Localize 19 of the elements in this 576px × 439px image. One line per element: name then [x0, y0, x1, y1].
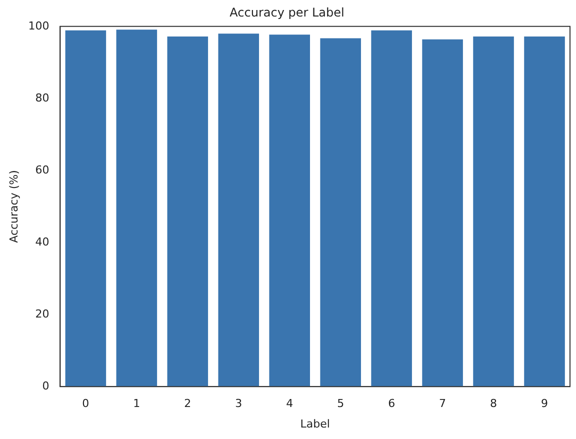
x-tick-label: 1 — [133, 397, 140, 410]
x-tick-label: 4 — [286, 397, 294, 410]
y-tick-label: 40 — [35, 235, 50, 248]
y-axis-title: Accuracy (%) — [7, 170, 20, 243]
y-tick-label: 60 — [35, 163, 50, 176]
x-tick-label: 7 — [439, 397, 446, 410]
x-tick-label: 6 — [388, 397, 396, 410]
y-tick-label: 20 — [35, 307, 50, 320]
x-axis-title: Label — [300, 417, 330, 430]
x-tick-label: 2 — [184, 397, 192, 410]
x-tick-label: 5 — [337, 397, 344, 410]
x-tick-label: 3 — [235, 397, 242, 410]
y-tick-label: 100 — [28, 19, 50, 32]
chart-title: Accuracy per Label — [230, 5, 344, 20]
x-tick-label: 0 — [82, 397, 90, 410]
y-tick-label: 0 — [42, 379, 50, 392]
x-tick-label: 9 — [541, 397, 548, 410]
x-tick-label: 8 — [490, 397, 498, 410]
y-tick-label: 80 — [35, 91, 50, 104]
